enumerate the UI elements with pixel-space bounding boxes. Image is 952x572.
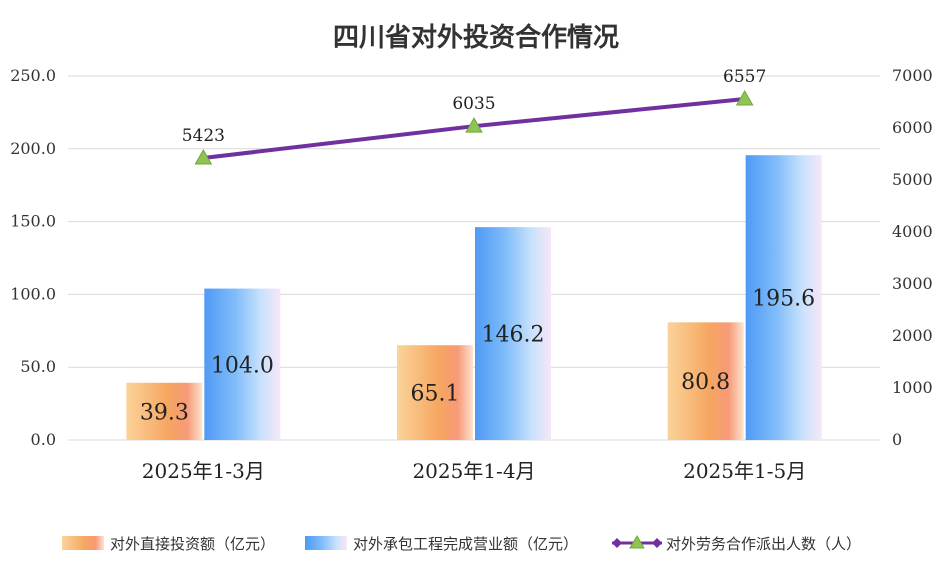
x-axis-categories: 2025年1-3月 2025年1-4月 2025年1-5月 bbox=[142, 459, 806, 483]
y-right-tick-label: 0 bbox=[892, 430, 902, 449]
legend-label-2: 对外承包工程完成营业额（亿元） bbox=[353, 535, 578, 553]
chart-title: 四川省对外投资合作情况 bbox=[333, 22, 619, 53]
y-right-tick-label: 4000 bbox=[892, 222, 933, 241]
legend-diamond-right bbox=[652, 538, 662, 548]
bar-2 bbox=[204, 288, 281, 440]
bar-1 bbox=[126, 382, 203, 440]
y-right-tick-label: 5000 bbox=[892, 170, 933, 189]
line-data-label: 5423 bbox=[182, 126, 225, 146]
y-left-tick-label: 150.0 bbox=[10, 212, 56, 231]
y-left-tick-label: 50.0 bbox=[20, 357, 56, 376]
left-axis: 0.0 50.0 100.0 150.0 200.0 250.0 bbox=[10, 66, 56, 449]
line-data-label: 6557 bbox=[723, 67, 766, 87]
y-right-tick-label: 7000 bbox=[892, 66, 933, 85]
legend-diamond-left bbox=[612, 538, 622, 548]
legend: 对外直接投资额（亿元） 对外承包工程完成营业额（亿元） 对外劳务合作派出人数（人） bbox=[62, 535, 861, 553]
bar-data-label: 195.6 bbox=[752, 287, 815, 312]
x-category-label: 2025年1-4月 bbox=[412, 459, 535, 483]
bar-1 bbox=[667, 322, 744, 440]
y-right-tick-label: 3000 bbox=[892, 274, 933, 293]
line-marker bbox=[194, 148, 213, 165]
legend-label-1: 对外直接投资额（亿元） bbox=[110, 535, 275, 553]
bar-data-label: 80.8 bbox=[681, 370, 730, 395]
bar-data-label: 146.2 bbox=[482, 323, 545, 348]
line-series: 5423 6035 6557 bbox=[182, 67, 766, 165]
line-marker bbox=[735, 90, 754, 106]
bars: 39.3 104.0 65.1 146.2 80.8 195.6 bbox=[126, 155, 822, 440]
x-category-label: 2025年1-3月 bbox=[142, 459, 265, 483]
y-right-tick-label: 1000 bbox=[892, 378, 933, 397]
y-left-tick-label: 0.0 bbox=[31, 430, 56, 449]
bar-2 bbox=[475, 227, 551, 440]
bar-data-label: 65.1 bbox=[411, 382, 460, 407]
y-right-tick-label: 6000 bbox=[892, 118, 933, 137]
y-left-tick-label: 200.0 bbox=[10, 139, 56, 158]
bar-2 bbox=[745, 155, 822, 440]
bar-data-label: 39.3 bbox=[140, 400, 189, 425]
x-category-label: 2025年1-5月 bbox=[683, 459, 806, 483]
legend-swatch-2 bbox=[305, 536, 347, 550]
line-data-label: 6035 bbox=[452, 94, 495, 114]
legend-triangle-marker bbox=[629, 535, 645, 549]
line-marker bbox=[465, 117, 483, 133]
legend-label-3: 对外劳务合作派出人数（人） bbox=[666, 535, 861, 553]
bar-1 bbox=[397, 345, 473, 440]
right-axis: 0 1000 2000 3000 4000 5000 6000 7000 bbox=[892, 66, 933, 449]
y-left-tick-label: 250.0 bbox=[10, 66, 56, 85]
y-right-tick-label: 2000 bbox=[892, 326, 933, 345]
bar-data-label: 104.0 bbox=[211, 353, 274, 378]
gridlines bbox=[68, 75, 880, 441]
legend-swatch-1 bbox=[62, 536, 104, 550]
y-left-tick-label: 100.0 bbox=[10, 284, 56, 303]
